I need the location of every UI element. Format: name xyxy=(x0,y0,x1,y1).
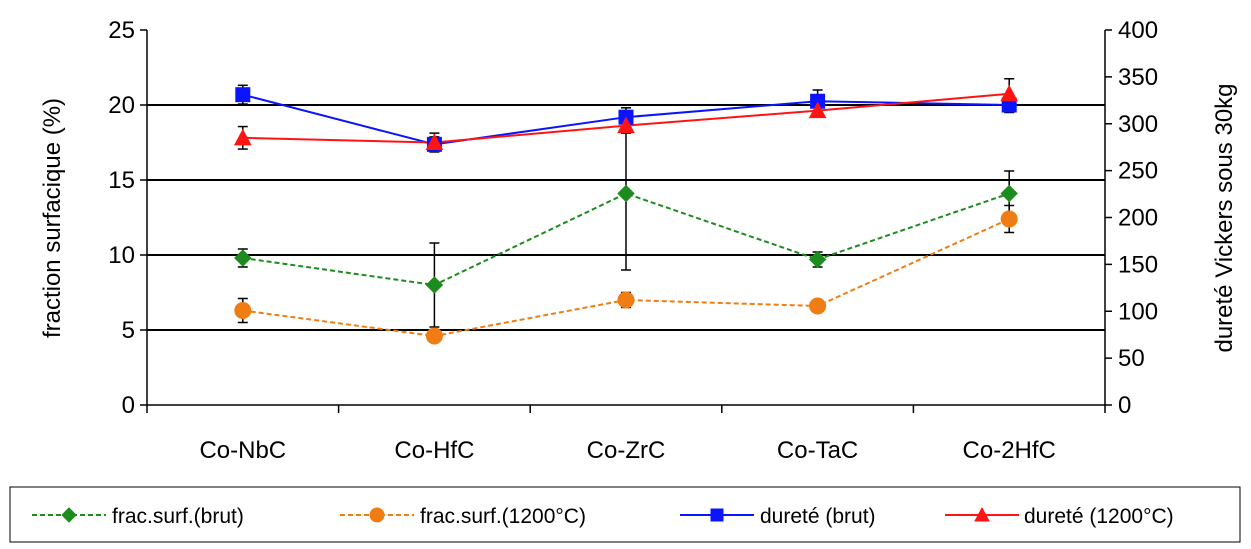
data-point xyxy=(234,302,252,319)
data-point xyxy=(808,250,827,269)
data-point xyxy=(235,87,251,103)
legend-label: dureté (1200°C) xyxy=(1024,505,1174,528)
data-point xyxy=(425,133,444,150)
left-tick-label: 25 xyxy=(108,17,135,44)
legend-box xyxy=(9,486,1241,543)
x-tick-label: Co-HfC xyxy=(394,437,474,464)
data-point xyxy=(1000,84,1019,102)
data-point xyxy=(617,116,635,134)
data-point xyxy=(1000,184,1018,203)
data-point xyxy=(617,291,635,309)
left-y-tick-labels: 0 5 10 15 20 25 xyxy=(108,17,135,419)
data-point xyxy=(617,184,635,203)
left-tick-label: 0 xyxy=(122,392,135,419)
right-tick-label: 300 xyxy=(1118,111,1158,138)
left-axis-title: fraction surfacique (%) xyxy=(39,98,66,338)
right-tick-label: 100 xyxy=(1118,298,1158,325)
legend-marker xyxy=(710,508,724,522)
right-tick-label: 200 xyxy=(1118,205,1158,232)
legend-marker xyxy=(61,507,77,523)
left-tick-label: 15 xyxy=(108,167,135,194)
left-tick-label: 20 xyxy=(108,92,135,119)
right-y-tick-labels: 0 50 100 150 200 250 300 350 400 xyxy=(1118,17,1158,419)
legend-label: frac.surf.(1200°C) xyxy=(420,505,586,528)
data-point xyxy=(234,249,252,267)
series-line xyxy=(242,192,1010,287)
right-tick-label: 0 xyxy=(1118,392,1131,419)
right-tick-label: 350 xyxy=(1118,64,1158,91)
x-tick-label: Co-TaC xyxy=(777,437,858,464)
x-tick-label: Co-2HfC xyxy=(963,437,1056,464)
axes xyxy=(140,29,1112,413)
x-tick-label: Co-ZrC xyxy=(587,437,666,464)
data-point xyxy=(1000,210,1018,228)
right-tick-label: 400 xyxy=(1118,17,1158,44)
x-tick-labels: Co-NbC Co-HfC Co-ZrC Co-TaC Co-2HfC xyxy=(199,437,1055,464)
right-tick-label: 150 xyxy=(1118,251,1158,278)
right-axis-title: dureté Vickers sous 30kg xyxy=(1211,83,1238,352)
data-point xyxy=(233,128,252,146)
right-tick-label: 250 xyxy=(1118,158,1158,185)
data-point xyxy=(808,101,827,119)
series-markers xyxy=(233,84,1019,345)
left-tick-label: 5 xyxy=(122,317,135,344)
left-tick-label: 10 xyxy=(108,242,135,269)
legend: frac.surf.(brut) frac.surf.(1200°C) dureté… xyxy=(9,486,1241,543)
right-tick-label: 50 xyxy=(1118,345,1145,372)
data-point xyxy=(809,297,827,315)
data-point xyxy=(425,276,444,294)
legend-marker xyxy=(369,507,385,523)
legend-label: dureté (brut) xyxy=(760,505,876,528)
x-tick-label: Co-NbC xyxy=(199,437,286,464)
legend-marker xyxy=(974,506,990,522)
data-point xyxy=(425,327,443,345)
legend-label: frac.surf.(brut) xyxy=(112,505,244,528)
